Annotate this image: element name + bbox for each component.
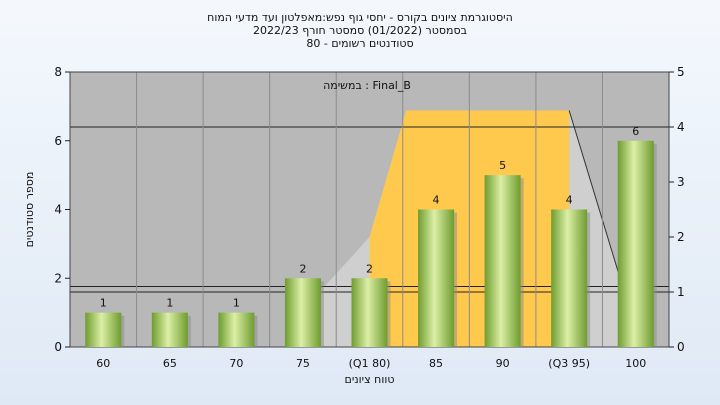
bar [418,209,455,347]
bar [151,312,188,347]
y2-tick-label: 3 [677,175,685,189]
y2-tick-label: 1 [677,285,685,299]
y2-tick-label: 4 [677,120,685,134]
bar [284,278,321,347]
bar-data-label: 4 [566,194,573,207]
x-tick-label: 90 [496,357,510,370]
bar-data-label: 4 [433,194,440,207]
y-tick-label: 0 [54,340,62,354]
y-tick-label: 8 [54,65,62,79]
bar-data-label: 5 [499,159,506,172]
y-tick-label: 2 [54,271,62,285]
chart-title-line-3: סטודנטים רשומים - 80 [306,37,414,50]
x-axis-title: טווח ציונים [345,373,395,386]
x-tick-label: (Q1 80) [349,357,391,370]
bar-data-label: 1 [233,297,240,310]
bar [218,312,255,347]
x-tick-label: 75 [296,357,310,370]
y2-tick-label: 2 [677,230,685,244]
whisker-line [568,110,620,275]
x-tick-label: 65 [163,357,177,370]
chart-title-line-2: בסמסטר (01/2022) סמסטר חורף 2022/23 [253,24,467,37]
bar-data-label: 1 [100,297,107,310]
y2-tick-label: 5 [677,65,685,79]
bar-data-label: 2 [366,262,373,275]
annotation-label: Final_B : במשימה [323,79,411,92]
x-tick-label: 100 [625,357,646,370]
bar-data-label: 6 [632,125,639,138]
x-tick-label: 85 [429,357,443,370]
x-tick-label: 60 [96,357,110,370]
bar [85,312,122,347]
y-tick-label: 6 [54,134,62,148]
bar [484,175,521,347]
y-tick-label: 4 [54,203,62,217]
bar [551,209,588,347]
chart-title-line-1: היסטוגרמת ציונים בקורס - יחסי גוף נפש:מא… [207,11,513,24]
bar-data-label: 1 [166,297,173,310]
y-axis-title: מספר סטודנטים [23,172,36,248]
bar-data-label: 2 [299,262,306,275]
bar [351,278,388,347]
x-tick-label: 70 [229,357,243,370]
x-tick-label: (Q3 95) [548,357,590,370]
bar [617,140,654,347]
y2-tick-label: 0 [677,340,685,354]
